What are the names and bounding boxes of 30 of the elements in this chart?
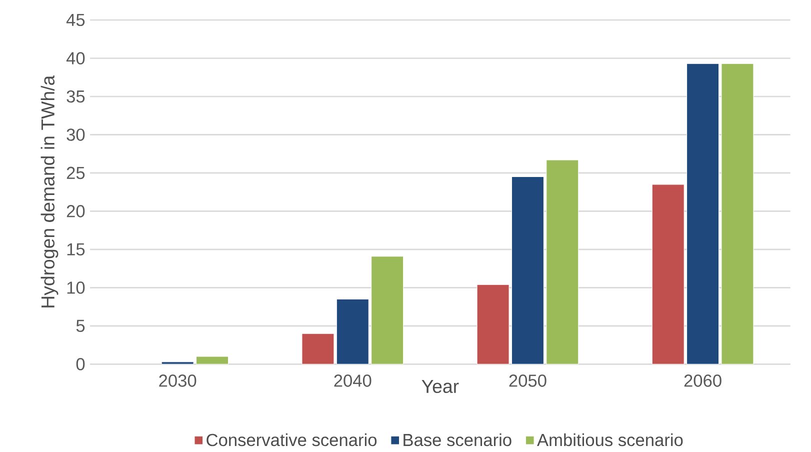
legend-label: Base scenario — [404, 433, 512, 446]
x-axis-title: Year — [422, 380, 459, 393]
x-tick-label: 2040 — [334, 374, 372, 387]
bar — [336, 298, 369, 364]
bar — [652, 184, 684, 364]
y-tick-label: 20 — [66, 204, 85, 218]
y-tick-label: 10 — [67, 281, 85, 294]
legend-label: Conservative scenario — [206, 433, 377, 446]
legend-label: Ambitious scenario — [537, 433, 683, 446]
y-tick-label: 40 — [66, 52, 85, 64]
bar — [546, 160, 579, 364]
y-tick-label: 45 — [66, 14, 85, 26]
y-tick-label: 0 — [76, 358, 85, 370]
bar — [371, 256, 404, 364]
y-tick-label: 35 — [66, 90, 85, 103]
y-tick-label: 30 — [66, 128, 85, 141]
y-tick-label: 15 — [67, 243, 85, 256]
x-tick-label: 2030 — [159, 374, 196, 387]
bar — [686, 63, 720, 364]
bar — [196, 356, 229, 364]
y-axis-title: Hydrogen demand in TWh/a — [40, 75, 58, 308]
bar — [476, 284, 510, 364]
bar — [302, 333, 334, 364]
y-tick-label: 25 — [66, 166, 85, 180]
x-tick-label: 2060 — [684, 374, 722, 387]
bar — [511, 176, 544, 364]
x-tick-label: 2050 — [509, 374, 546, 387]
y-tick-label: 5 — [76, 320, 85, 332]
bar — [161, 362, 194, 364]
bar — [721, 63, 754, 364]
